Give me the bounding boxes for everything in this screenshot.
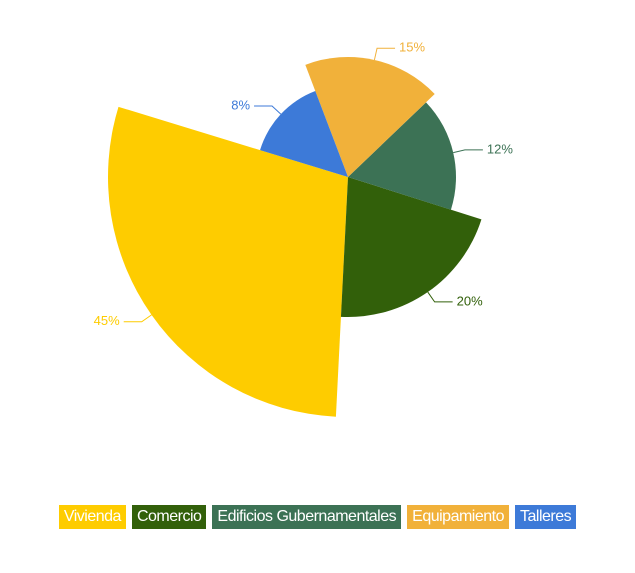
legend: Vivienda Comercio Edificios Gubernamentale… xyxy=(0,505,635,529)
leader-line xyxy=(373,47,396,61)
slice xyxy=(340,177,482,317)
leader-line xyxy=(254,105,282,115)
chart: 45% 20% 12% 15% 8% xyxy=(94,40,513,417)
legend-item: Edificios Gubernamentales xyxy=(212,505,402,529)
slice xyxy=(260,91,348,177)
leader-line xyxy=(123,314,152,323)
legend-item: Talleres xyxy=(514,505,577,529)
slice xyxy=(305,57,435,177)
legend-item: Equipamiento xyxy=(407,505,509,529)
slice xyxy=(108,106,348,417)
leader-line xyxy=(427,291,453,303)
legend-item: Comercio xyxy=(131,505,207,529)
data-label: 8% xyxy=(231,97,250,112)
data-label: 15% xyxy=(399,40,425,55)
slice xyxy=(348,102,456,210)
data-label: 12% xyxy=(487,141,513,156)
leader-line xyxy=(453,149,483,154)
data-label: 45% xyxy=(94,313,120,328)
legend-item: Vivienda xyxy=(58,505,126,529)
data-label: 20% xyxy=(457,293,483,308)
